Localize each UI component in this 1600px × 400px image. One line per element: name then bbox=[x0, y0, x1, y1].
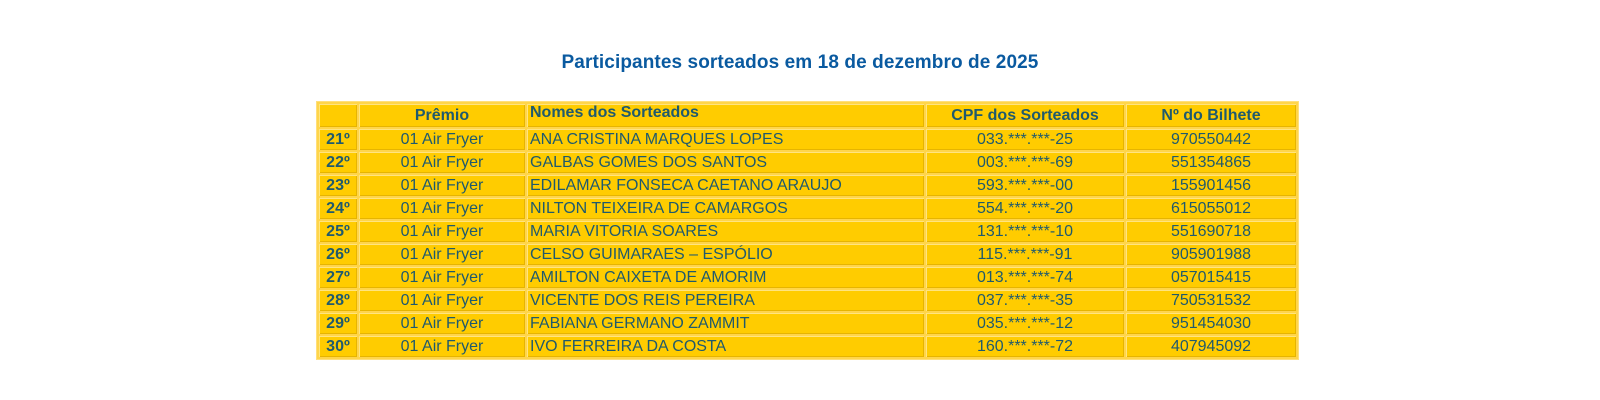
row-position: 23º bbox=[319, 175, 357, 196]
row-prize: 01 Air Fryer bbox=[359, 267, 525, 288]
row-name: CELSO GUIMARAES – ESPÓLIO bbox=[527, 244, 924, 265]
row-prize: 01 Air Fryer bbox=[359, 129, 525, 150]
table-row: 22º 01 Air Fryer GALBAS GOMES DOS SANTOS… bbox=[319, 152, 1296, 173]
row-prize: 01 Air Fryer bbox=[359, 221, 525, 242]
table-row: 25º 01 Air Fryer MARIA VITORIA SOARES 13… bbox=[319, 221, 1296, 242]
row-name: NILTON TEIXEIRA DE CAMARGOS bbox=[527, 198, 924, 219]
row-position: 25º bbox=[319, 221, 357, 242]
winners-table: Prêmio Nomes dos Sorteados CPF dos Sorte… bbox=[316, 101, 1299, 360]
row-prize: 01 Air Fryer bbox=[359, 198, 525, 219]
table-row: 23º 01 Air Fryer EDILAMAR FONSECA CAETAN… bbox=[319, 175, 1296, 196]
row-prize: 01 Air Fryer bbox=[359, 290, 525, 311]
row-name: AMILTON CAIXETA DE AMORIM bbox=[527, 267, 924, 288]
table-row: 29º 01 Air Fryer FABIANA GERMANO ZAMMIT … bbox=[319, 313, 1296, 334]
table-row: 28º 01 Air Fryer VICENTE DOS REIS PEREIR… bbox=[319, 290, 1296, 311]
row-name: VICENTE DOS REIS PEREIRA bbox=[527, 290, 924, 311]
table-row: 30º 01 Air Fryer IVO FERREIRA DA COSTA 1… bbox=[319, 336, 1296, 357]
row-prize: 01 Air Fryer bbox=[359, 175, 525, 196]
row-position: 26º bbox=[319, 244, 357, 265]
row-cpf: 115.***.***-91 bbox=[926, 244, 1124, 265]
row-ticket: 905901988 bbox=[1126, 244, 1296, 265]
row-cpf: 037.***.***-35 bbox=[926, 290, 1124, 311]
header-position bbox=[319, 104, 357, 127]
row-ticket: 057015415 bbox=[1126, 267, 1296, 288]
header-cpf: CPF dos Sorteados bbox=[926, 104, 1124, 127]
row-name: GALBAS GOMES DOS SANTOS bbox=[527, 152, 924, 173]
row-ticket: 951454030 bbox=[1126, 313, 1296, 334]
row-ticket: 551690718 bbox=[1126, 221, 1296, 242]
header-names: Nomes dos Sorteados bbox=[527, 104, 924, 127]
row-ticket: 407945092 bbox=[1126, 336, 1296, 357]
row-ticket: 750531532 bbox=[1126, 290, 1296, 311]
row-cpf: 035.***.***-12 bbox=[926, 313, 1124, 334]
row-name: MARIA VITORIA SOARES bbox=[527, 221, 924, 242]
row-cpf: 131.***.***-10 bbox=[926, 221, 1124, 242]
row-name: ANA CRISTINA MARQUES LOPES bbox=[527, 129, 924, 150]
table-row: 26º 01 Air Fryer CELSO GUIMARAES – ESPÓL… bbox=[319, 244, 1296, 265]
row-prize: 01 Air Fryer bbox=[359, 244, 525, 265]
row-name: EDILAMAR FONSECA CAETANO ARAUJO bbox=[527, 175, 924, 196]
row-ticket: 615055012 bbox=[1126, 198, 1296, 219]
row-prize: 01 Air Fryer bbox=[359, 336, 525, 357]
row-ticket: 970550442 bbox=[1126, 129, 1296, 150]
row-position: 22º bbox=[319, 152, 357, 173]
row-position: 29º bbox=[319, 313, 357, 334]
page-title: Participantes sorteados em 18 de dezembr… bbox=[561, 52, 1039, 73]
row-prize: 01 Air Fryer bbox=[359, 313, 525, 334]
row-position: 30º bbox=[319, 336, 357, 357]
row-name: IVO FERREIRA DA COSTA bbox=[527, 336, 924, 357]
row-name: FABIANA GERMANO ZAMMIT bbox=[527, 313, 924, 334]
table-row: 21º 01 Air Fryer ANA CRISTINA MARQUES LO… bbox=[319, 129, 1296, 150]
header-prize: Prêmio bbox=[359, 104, 525, 127]
row-cpf: 033.***.***-25 bbox=[926, 129, 1124, 150]
row-cpf: 013.***.***-74 bbox=[926, 267, 1124, 288]
table-row: 27º 01 Air Fryer AMILTON CAIXETA DE AMOR… bbox=[319, 267, 1296, 288]
row-position: 27º bbox=[319, 267, 357, 288]
table-header-row: Prêmio Nomes dos Sorteados CPF dos Sorte… bbox=[319, 104, 1296, 127]
row-ticket: 551354865 bbox=[1126, 152, 1296, 173]
row-cpf: 593.***.***-00 bbox=[926, 175, 1124, 196]
row-cpf: 554.***.***-20 bbox=[926, 198, 1124, 219]
row-cpf: 160.***.***-72 bbox=[926, 336, 1124, 357]
row-position: 21º bbox=[319, 129, 357, 150]
table-row: 24º 01 Air Fryer NILTON TEIXEIRA DE CAMA… bbox=[319, 198, 1296, 219]
row-prize: 01 Air Fryer bbox=[359, 152, 525, 173]
row-ticket: 155901456 bbox=[1126, 175, 1296, 196]
header-ticket: Nº do Bilhete bbox=[1126, 104, 1296, 127]
row-position: 24º bbox=[319, 198, 357, 219]
row-cpf: 003.***.***-69 bbox=[926, 152, 1124, 173]
row-position: 28º bbox=[319, 290, 357, 311]
